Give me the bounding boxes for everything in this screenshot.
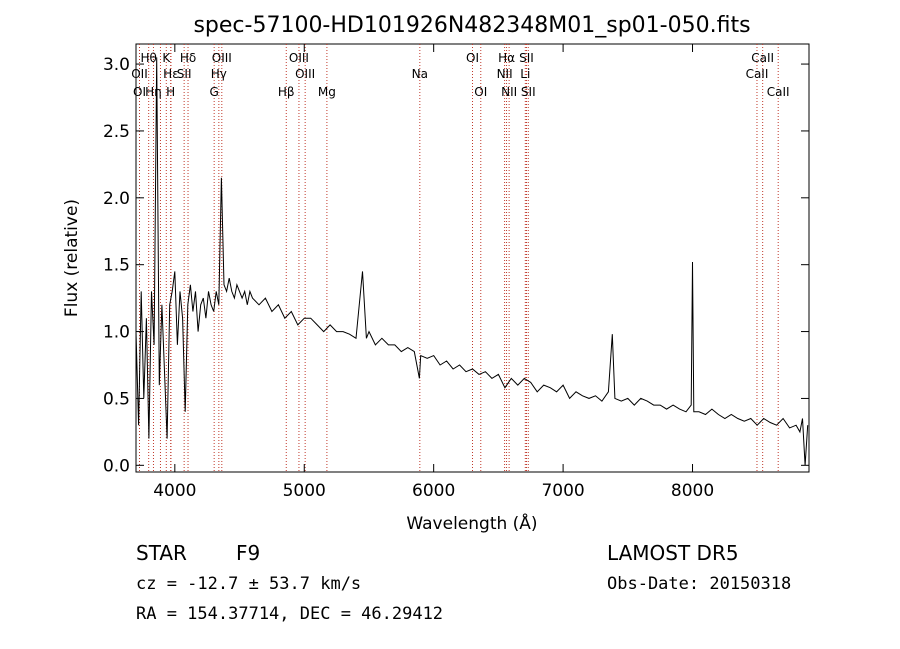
line-label-14: Na bbox=[412, 67, 428, 81]
line-label-1: K bbox=[162, 51, 171, 65]
line-label-8: CaII bbox=[751, 51, 774, 65]
line-label-2: Hδ bbox=[180, 51, 196, 65]
line-label-21: G bbox=[210, 85, 219, 99]
line-label-16: Li bbox=[520, 67, 530, 81]
line-label-6: Hα bbox=[498, 51, 515, 65]
line-label-17: CaII bbox=[746, 67, 769, 81]
line-label-5: OI bbox=[466, 51, 479, 65]
line-label-26: SII bbox=[521, 85, 536, 99]
line-label-3: OIII bbox=[212, 51, 232, 65]
survey-name: LAMOST DR5 bbox=[607, 541, 739, 565]
line-label-4: OIII bbox=[289, 51, 309, 65]
line-label-27: CaII bbox=[767, 85, 790, 99]
line-label-24: OI bbox=[474, 85, 487, 99]
y-tick-label-0: 0.0 bbox=[103, 456, 130, 476]
line-label-19: Hη bbox=[145, 85, 162, 99]
y-axis-label: Flux (relative) bbox=[62, 199, 82, 317]
x-axis-label: Wavelength (Å) bbox=[406, 512, 537, 534]
line-label-15: NII bbox=[497, 67, 513, 81]
y-tick-label-5: 2.5 bbox=[103, 122, 130, 142]
y-tick-label-3: 1.5 bbox=[103, 256, 130, 276]
x-tick-label-2: 6000 bbox=[412, 481, 455, 501]
line-label-22: Hβ bbox=[278, 85, 295, 99]
y-axis: 0.0 0.5 1.0 1.5 2.0 2.5 3.0 bbox=[103, 55, 809, 476]
x-tick-label-4: 8000 bbox=[671, 481, 714, 501]
object-type: STAR bbox=[136, 541, 187, 565]
line-label-12: Hγ bbox=[211, 67, 227, 81]
line-label-20: H bbox=[166, 85, 175, 99]
y-tick-label-2: 1.0 bbox=[103, 323, 130, 343]
line-label-11: SII bbox=[177, 67, 192, 81]
line-label-10: Hε bbox=[163, 67, 179, 81]
line-label-13: OIII bbox=[295, 67, 315, 81]
redshift-readout: cz = -12.7 ± 53.7 km/s bbox=[136, 574, 362, 594]
x-tick-label-1: 5000 bbox=[283, 481, 326, 501]
line-label-9: OII bbox=[131, 67, 148, 81]
y-tick-label-6: 3.0 bbox=[103, 55, 130, 75]
x-tick-label-0: 4000 bbox=[153, 481, 196, 501]
coordinates: RA = 154.37714, DEC = 46.29412 bbox=[136, 604, 444, 624]
spectral-line-markers bbox=[138, 44, 779, 472]
x-axis: 4000 5000 6000 7000 8000 bbox=[153, 44, 714, 501]
line-label-25: NII bbox=[501, 85, 517, 99]
line-label-0: Hθ bbox=[140, 51, 156, 65]
line-label-23: Mg bbox=[318, 85, 336, 99]
obs-date: Obs-Date: 20150318 bbox=[607, 574, 792, 594]
chart-title: spec-57100-HD101926N482348M01_sp01-050.f… bbox=[193, 13, 750, 38]
spectrum-line bbox=[135, 57, 809, 466]
line-label-7: SII bbox=[519, 51, 534, 65]
y-tick-label-1: 0.5 bbox=[103, 389, 130, 409]
x-tick-label-3: 7000 bbox=[541, 481, 584, 501]
line-label-18: OI bbox=[133, 85, 146, 99]
subclass: F9 bbox=[236, 541, 261, 565]
y-tick-label-4: 2.0 bbox=[103, 189, 130, 209]
